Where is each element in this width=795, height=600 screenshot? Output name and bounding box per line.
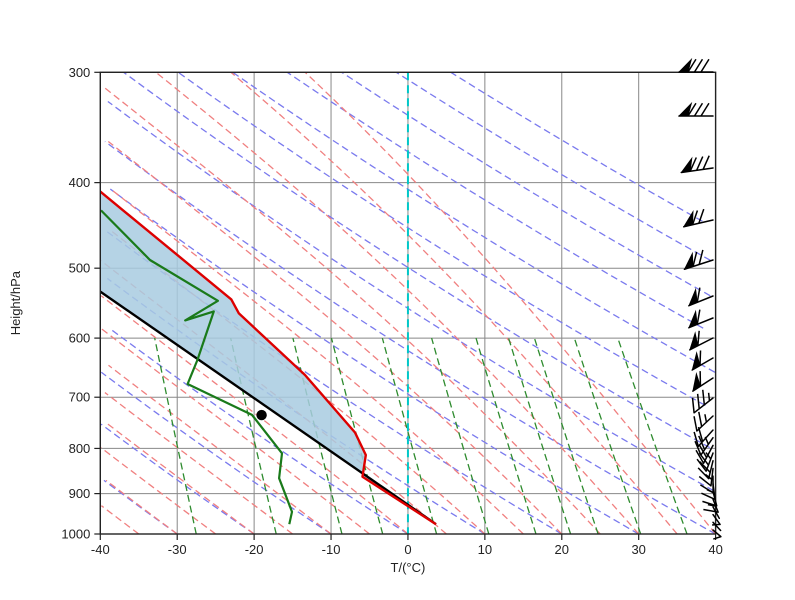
svg-text:400: 400: [69, 175, 91, 190]
svg-text:-10: -10: [322, 542, 341, 557]
svg-text:-30: -30: [168, 542, 187, 557]
svg-text:800: 800: [69, 441, 91, 456]
svg-text:900: 900: [69, 486, 91, 501]
svg-text:10: 10: [478, 542, 492, 557]
svg-text:500: 500: [69, 261, 91, 276]
svg-text:40: 40: [708, 542, 722, 557]
svg-text:-20: -20: [245, 542, 264, 557]
svg-text:-40: -40: [91, 542, 110, 557]
svg-text:T/(°C): T/(°C): [391, 560, 426, 575]
svg-text:600: 600: [69, 331, 91, 346]
svg-text:700: 700: [69, 390, 91, 405]
svg-text:0: 0: [404, 542, 411, 557]
svg-text:300: 300: [69, 65, 91, 80]
svg-text:1000: 1000: [61, 527, 90, 542]
svg-text:Height/hPa: Height/hPa: [8, 270, 23, 335]
svg-text:30: 30: [631, 542, 645, 557]
svg-text:20: 20: [555, 542, 569, 557]
